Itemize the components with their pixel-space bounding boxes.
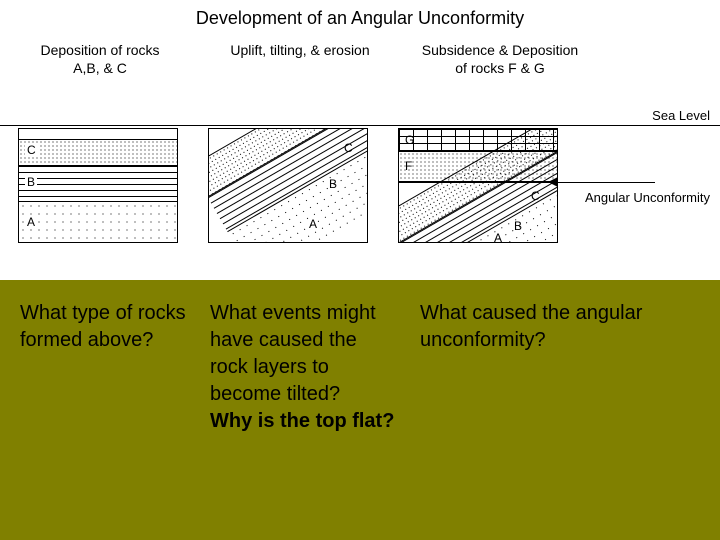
stage-labels-row: Deposition of rocks A,B, & C Uplift, til… <box>0 41 720 77</box>
block3-mask-f <box>399 151 557 181</box>
block3-mask-g <box>399 129 557 151</box>
block3-unconformity <box>399 181 557 183</box>
block3-label-f: F <box>405 159 412 173</box>
question-3: What caused the angular unconformity? <box>420 300 710 435</box>
block1-label-a: A <box>25 215 37 229</box>
block3-label-b: B <box>514 219 522 233</box>
block3-label-a: A <box>494 231 502 243</box>
block3-label-c: C <box>531 189 540 203</box>
question-2: What events might have caused the rock l… <box>210 300 400 435</box>
stage-3-label: Subsidence & Deposition of rocks F & G <box>400 41 600 77</box>
block-stage-2: C B A <box>208 128 368 243</box>
unconformity-label: Angular Unconformity <box>585 190 710 205</box>
block2-label-c: C <box>344 141 353 155</box>
block1-layer-c <box>19 139 177 165</box>
block1-label-b: B <box>25 175 37 189</box>
stage-2-label: Uplift, tilting, & erosion <box>200 41 400 77</box>
stage-1-text: Deposition of rocks A,B, & C <box>40 42 159 76</box>
question-2-part2: Why is the top flat? <box>210 410 394 432</box>
block1-layer-a <box>19 201 177 243</box>
unconformity-arrow-line <box>555 182 655 183</box>
question-1: What type of rocks formed above? <box>20 300 190 435</box>
block2-label-b: B <box>329 177 337 191</box>
block3-label-g: G <box>405 133 414 147</box>
block-stage-1: C B A <box>18 128 178 243</box>
block2-label-a: A <box>309 217 317 231</box>
stage-3-text: Subsidence & Deposition of rocks F & G <box>422 42 578 76</box>
blocks-row: C B A C B A <box>0 128 720 243</box>
sea-level-line <box>0 125 720 126</box>
block1-label-c: C <box>25 143 38 157</box>
block-stage-3: G F C B A <box>398 128 558 243</box>
question-2-part1: What events might have caused the rock l… <box>210 302 376 405</box>
block1-layer-b <box>19 165 177 201</box>
questions-row: What type of rocks formed above? What ev… <box>0 280 720 445</box>
stage-2-text: Uplift, tilting, & erosion <box>230 42 369 58</box>
diagram-area: Development of an Angular Unconformity D… <box>0 0 720 280</box>
diagram-title: Development of an Angular Unconformity <box>0 0 720 29</box>
stage-1-label: Deposition of rocks A,B, & C <box>0 41 200 77</box>
sea-level-label: Sea Level <box>652 108 710 123</box>
